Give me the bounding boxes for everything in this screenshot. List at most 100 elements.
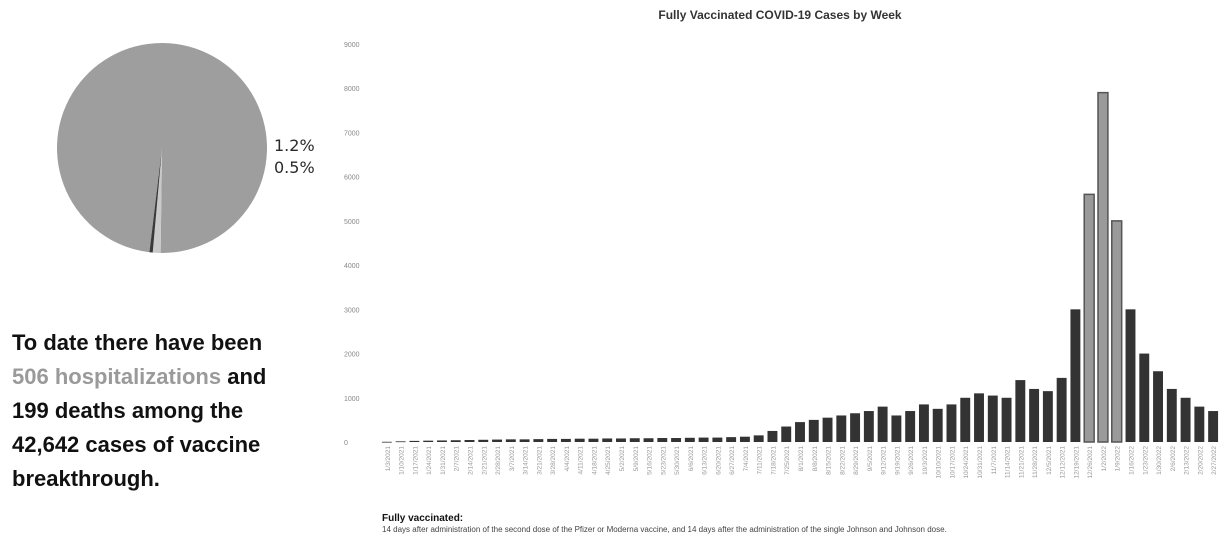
bar: [698, 437, 709, 442]
bar: [381, 441, 392, 443]
bar: [423, 440, 434, 442]
y-tick-label: 1000: [344, 396, 360, 403]
x-tick-label: 1/17/2021: [412, 446, 419, 475]
pie-label-deaths: 0.5%: [274, 158, 315, 177]
bar: [850, 413, 861, 442]
pie-label-hospitalized: 1.2%: [274, 136, 315, 155]
x-tick-label: 2/6/2022: [1170, 446, 1177, 472]
pie-slice-deaths: [149, 148, 162, 253]
x-tick-label: 11/7/2021: [991, 446, 998, 475]
x-tick-label: 5/16/2021: [647, 446, 654, 475]
bar: [547, 438, 558, 442]
x-tick-label: 4/4/2021: [564, 446, 571, 472]
footnote-text: 14 days after administration of the seco…: [382, 525, 947, 534]
bar: [1111, 220, 1123, 443]
x-tick-label: 3/14/2021: [523, 446, 530, 475]
bar: [960, 397, 971, 442]
bar: [671, 438, 682, 442]
pie-slice-hospitalized: [152, 148, 162, 253]
and-word: and: [227, 364, 267, 389]
y-tick-label: 7000: [344, 130, 360, 137]
bar: [395, 441, 406, 443]
x-tick-label: 2/7/2021: [454, 446, 461, 472]
x-tick-label: 7/25/2021: [784, 446, 791, 475]
bar: [1015, 380, 1026, 442]
bar: [987, 395, 998, 442]
bar: [946, 404, 957, 442]
x-tick-label: 12/12/2021: [1060, 446, 1067, 479]
x-tick-label: 6/6/2021: [688, 446, 695, 472]
bar: [574, 438, 585, 442]
x-tick-label: 3/7/2021: [509, 446, 516, 472]
bar: [1166, 388, 1177, 442]
bar: [437, 440, 447, 442]
bar: [1070, 309, 1081, 442]
x-tick-label: 1/24/2021: [426, 446, 433, 475]
x-tick-label: 11/28/2021: [1032, 446, 1039, 478]
y-tick-label: 4000: [344, 263, 360, 270]
summary-line-5: breakthrough.: [12, 466, 160, 491]
bar: [1125, 309, 1136, 442]
x-tick-label: 11/21/2021: [1018, 446, 1025, 478]
x-tick-label: 7/4/2021: [743, 446, 750, 472]
bar: [863, 411, 874, 442]
summary-line-2: 506 hospitalizations and: [12, 360, 332, 394]
x-tick-label: 8/8/2021: [812, 446, 819, 472]
x-tick-label: 11/14/2021: [1005, 446, 1012, 478]
bar: [560, 438, 571, 442]
y-tick-label: 9000: [344, 42, 360, 49]
bar: [877, 406, 888, 442]
bar: [974, 393, 984, 442]
x-tick-label: 3/28/2021: [550, 446, 557, 475]
bar: [1180, 397, 1191, 442]
bar: [533, 439, 544, 442]
y-tick-label: 2000: [344, 352, 360, 359]
bar: [1042, 391, 1053, 442]
x-tick-label: 9/26/2021: [908, 446, 915, 475]
x-tick-label: 10/3/2021: [922, 446, 929, 475]
y-tick-label: 5000: [344, 219, 360, 226]
x-tick-label: 5/30/2021: [674, 446, 681, 475]
x-tick-label: 2/14/2021: [468, 446, 475, 475]
x-tick-label: 8/15/2021: [826, 446, 833, 475]
hospitalization-word: hospitalizations: [54, 364, 222, 389]
bar: [657, 438, 668, 442]
x-tick-label: 10/17/2021: [949, 446, 956, 479]
x-tick-label: 2/28/2021: [495, 446, 502, 475]
bar: [932, 408, 943, 442]
breakthrough-summary: To date there have been 506 hospitalizat…: [12, 326, 332, 496]
pie-slice-other: [56, 43, 267, 253]
x-tick-label: 8/29/2021: [853, 446, 860, 475]
pie-svg: [56, 43, 267, 253]
x-tick-label: 1/16/2022: [1128, 446, 1135, 475]
bar: [1153, 371, 1163, 442]
bar: [767, 430, 778, 442]
bar: [492, 439, 503, 442]
x-tick-label: 2/20/2022: [1197, 446, 1204, 475]
x-tick-label: 8/1/2021: [798, 446, 805, 472]
weekly-cases-bar-chart: 0 1000 2000 3000 4000 5000 6000 7000 8000 9000 1/3…: [344, 42, 1218, 479]
x-tick-label: 1/3/2021: [385, 446, 392, 472]
bar: [450, 440, 461, 442]
x-tick-label: 6/13/2021: [702, 446, 709, 475]
bar: [726, 437, 737, 442]
bar: [753, 435, 764, 442]
bar: [643, 438, 654, 442]
x-tick-label: 12/5/2021: [1046, 446, 1053, 475]
footnote-title: Fully vaccinated:: [382, 513, 464, 524]
pie-chart: 1.2% 0.5%: [0, 0, 340, 300]
x-tick-label: 1/9/2022: [1115, 446, 1122, 472]
x-tick-label: 4/18/2021: [591, 446, 598, 475]
x-tick-label: 5/2/2021: [619, 446, 626, 472]
bar: [1194, 406, 1205, 442]
bar: [684, 437, 695, 442]
x-tick-label: 2/27/2022: [1211, 446, 1218, 475]
summary-line-3: 199 deaths among the: [12, 398, 244, 423]
bar: [505, 439, 516, 442]
bar: [1029, 388, 1040, 442]
x-tick-label: 9/19/2021: [894, 446, 901, 475]
x-tick-label: 1/30/2022: [1156, 446, 1163, 475]
x-tick-label: 12/26/2021: [1087, 446, 1094, 479]
bar: [1083, 193, 1095, 443]
bar: [795, 422, 805, 442]
